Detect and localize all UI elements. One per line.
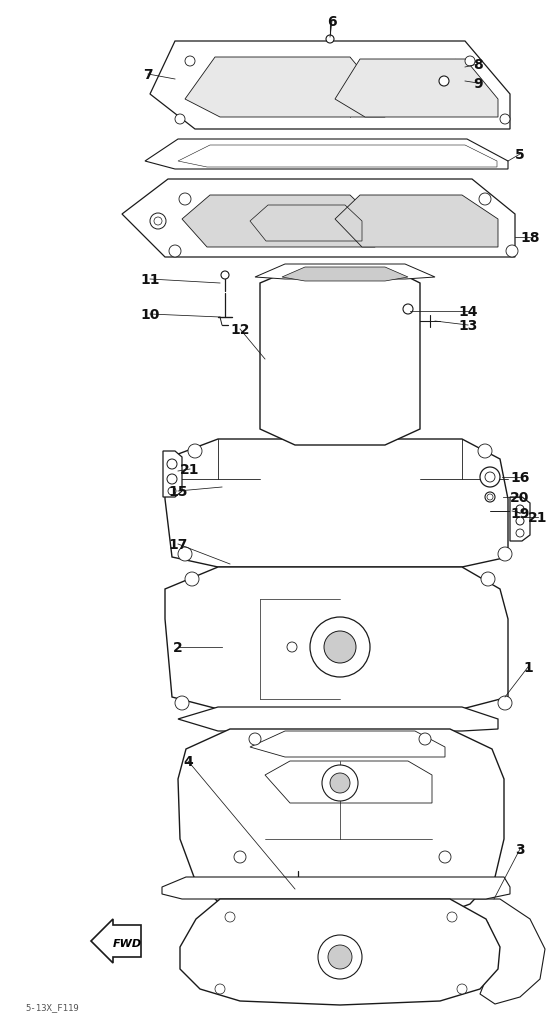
Circle shape	[500, 115, 510, 125]
Circle shape	[310, 618, 370, 678]
Circle shape	[150, 214, 166, 229]
Circle shape	[465, 57, 475, 67]
Circle shape	[318, 935, 362, 979]
Circle shape	[403, 305, 413, 315]
Circle shape	[328, 945, 352, 969]
Polygon shape	[162, 877, 510, 899]
Text: 5-13X_F119: 5-13X_F119	[25, 1002, 79, 1011]
Text: 4: 4	[183, 754, 193, 768]
Polygon shape	[145, 140, 508, 170]
Circle shape	[480, 468, 500, 487]
Text: 10: 10	[141, 308, 160, 322]
Text: FWD: FWD	[113, 938, 142, 948]
Text: 5: 5	[515, 148, 525, 162]
Circle shape	[457, 984, 467, 994]
Polygon shape	[255, 265, 435, 280]
Text: 2: 2	[173, 640, 183, 654]
Text: 11: 11	[140, 273, 160, 286]
Polygon shape	[178, 730, 504, 925]
Text: 14: 14	[458, 305, 478, 319]
Circle shape	[221, 272, 229, 280]
Circle shape	[479, 194, 491, 206]
Circle shape	[178, 547, 192, 561]
Text: 3: 3	[515, 842, 525, 856]
Circle shape	[478, 444, 492, 459]
Polygon shape	[178, 707, 498, 732]
Text: 1: 1	[523, 660, 533, 675]
Text: 12: 12	[230, 323, 250, 336]
Polygon shape	[185, 58, 385, 118]
Text: 20: 20	[510, 490, 530, 504]
Polygon shape	[282, 268, 408, 281]
Circle shape	[185, 573, 199, 586]
Circle shape	[225, 912, 235, 922]
Text: 16: 16	[510, 471, 530, 484]
Polygon shape	[450, 899, 545, 1004]
Circle shape	[324, 632, 356, 663]
Circle shape	[516, 518, 524, 526]
Polygon shape	[335, 196, 498, 248]
Text: 13: 13	[458, 319, 478, 332]
Text: 21: 21	[528, 511, 548, 525]
Circle shape	[188, 444, 202, 459]
Polygon shape	[335, 60, 498, 118]
Polygon shape	[180, 899, 500, 1005]
Circle shape	[498, 696, 512, 710]
Circle shape	[249, 734, 261, 745]
Circle shape	[167, 475, 177, 484]
Text: 19: 19	[510, 506, 530, 521]
Polygon shape	[165, 568, 508, 709]
Polygon shape	[150, 42, 510, 129]
Text: 15: 15	[168, 484, 188, 498]
Polygon shape	[510, 497, 530, 541]
Circle shape	[175, 115, 185, 125]
Circle shape	[447, 912, 457, 922]
Polygon shape	[182, 196, 375, 248]
Text: 7: 7	[143, 68, 153, 82]
Circle shape	[168, 487, 176, 495]
Circle shape	[169, 246, 181, 258]
Circle shape	[175, 696, 189, 710]
Circle shape	[485, 492, 495, 502]
Text: 17: 17	[169, 537, 188, 551]
Circle shape	[167, 460, 177, 470]
Circle shape	[516, 505, 524, 514]
Circle shape	[326, 36, 334, 44]
Text: 8: 8	[473, 58, 483, 72]
Circle shape	[506, 246, 518, 258]
Circle shape	[498, 547, 512, 561]
Circle shape	[330, 773, 350, 793]
Text: 21: 21	[180, 463, 200, 477]
Circle shape	[234, 851, 246, 863]
Circle shape	[439, 851, 451, 863]
Circle shape	[179, 194, 191, 206]
Polygon shape	[122, 179, 515, 258]
Circle shape	[287, 642, 297, 652]
Polygon shape	[260, 268, 420, 445]
Text: 6: 6	[327, 15, 337, 29]
Polygon shape	[165, 439, 508, 568]
Circle shape	[516, 530, 524, 537]
Circle shape	[419, 734, 431, 745]
Polygon shape	[91, 919, 141, 963]
Circle shape	[439, 76, 449, 87]
Polygon shape	[250, 732, 445, 757]
Circle shape	[215, 984, 225, 994]
Circle shape	[322, 765, 358, 801]
Text: 18: 18	[520, 230, 540, 245]
Circle shape	[185, 57, 195, 67]
Polygon shape	[163, 451, 182, 497]
Circle shape	[481, 573, 495, 586]
Text: 9: 9	[473, 76, 483, 91]
